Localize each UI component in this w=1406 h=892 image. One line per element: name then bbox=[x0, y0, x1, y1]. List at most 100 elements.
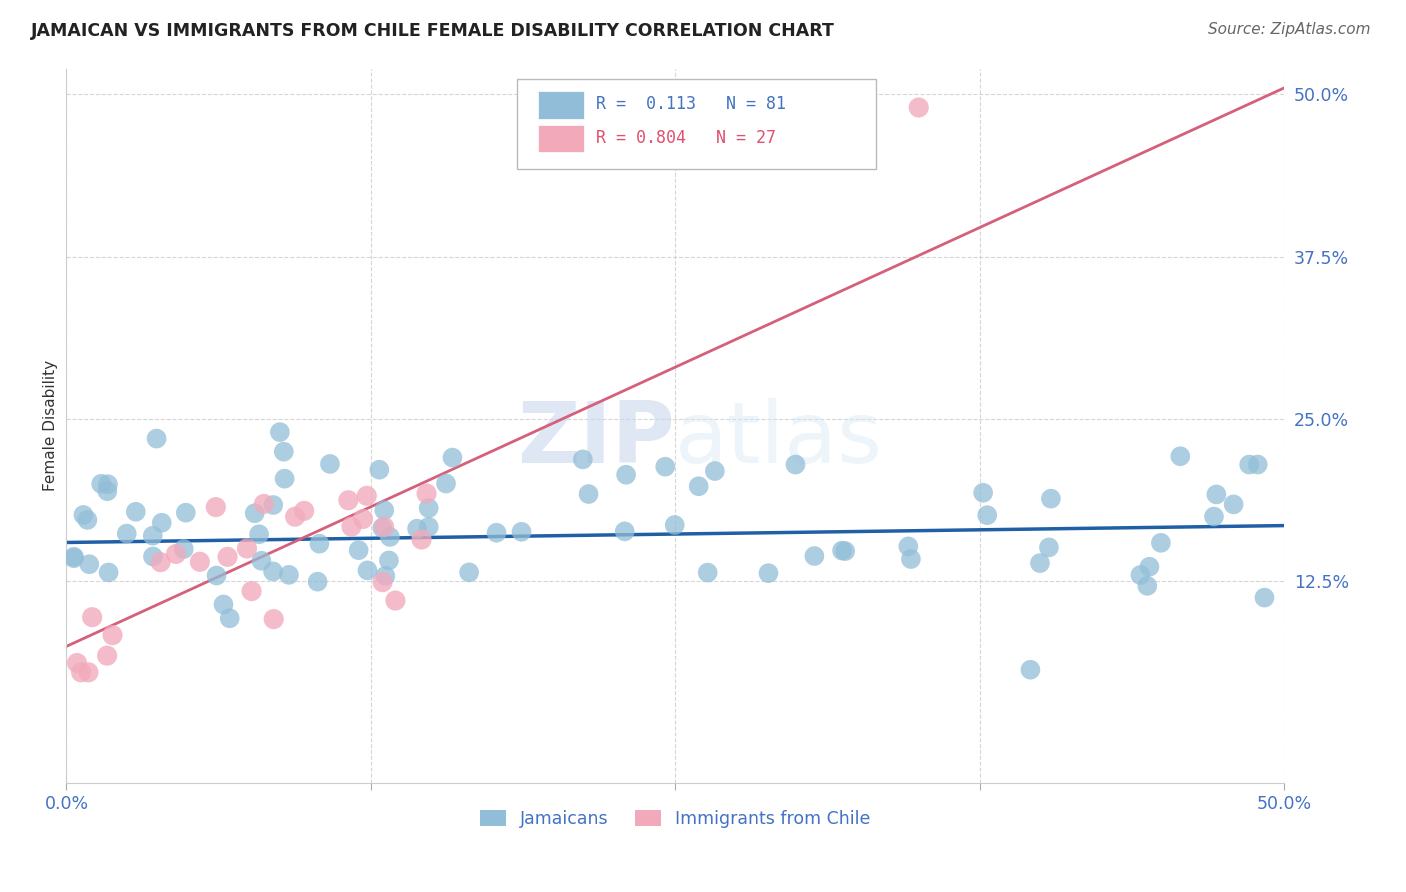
Point bbox=[785, 458, 807, 472]
Point bbox=[972, 485, 994, 500]
Point bbox=[572, 452, 595, 467]
Point bbox=[149, 555, 172, 569]
Point bbox=[82, 610, 104, 624]
Point bbox=[236, 541, 259, 556]
Point bbox=[340, 519, 363, 533]
Text: R = 0.804   N = 27: R = 0.804 N = 27 bbox=[596, 128, 776, 147]
Point bbox=[696, 566, 718, 580]
Point bbox=[77, 665, 100, 680]
Point bbox=[284, 509, 307, 524]
Point bbox=[1039, 491, 1062, 506]
Point bbox=[406, 522, 429, 536]
Y-axis label: Female Disability: Female Disability bbox=[44, 360, 58, 491]
Point bbox=[614, 467, 637, 482]
Point bbox=[63, 551, 86, 566]
Point bbox=[347, 543, 370, 558]
Point bbox=[411, 533, 433, 547]
Point bbox=[96, 648, 118, 663]
Point bbox=[703, 464, 725, 478]
Point bbox=[150, 516, 173, 530]
Point bbox=[90, 476, 112, 491]
Point bbox=[373, 520, 395, 534]
Point bbox=[1038, 541, 1060, 555]
Point bbox=[688, 479, 710, 493]
Point bbox=[165, 547, 187, 561]
Point bbox=[356, 489, 378, 503]
Point bbox=[125, 505, 148, 519]
Point bbox=[173, 542, 195, 557]
Point bbox=[374, 569, 396, 583]
Point bbox=[1019, 663, 1042, 677]
Point bbox=[278, 567, 301, 582]
Point bbox=[262, 565, 284, 579]
Point bbox=[485, 525, 508, 540]
Point bbox=[243, 506, 266, 520]
Point bbox=[174, 506, 197, 520]
Point bbox=[578, 487, 600, 501]
Point bbox=[803, 549, 825, 563]
Text: JAMAICAN VS IMMIGRANTS FROM CHILE FEMALE DISABILITY CORRELATION CHART: JAMAICAN VS IMMIGRANTS FROM CHILE FEMALE… bbox=[31, 22, 835, 40]
Point bbox=[378, 530, 401, 544]
Point bbox=[72, 508, 94, 522]
Point bbox=[247, 527, 270, 541]
Point bbox=[66, 656, 89, 670]
Point bbox=[384, 593, 406, 607]
Point bbox=[70, 665, 93, 680]
Point bbox=[97, 566, 120, 580]
Point bbox=[1222, 497, 1244, 511]
Point bbox=[900, 552, 922, 566]
Point bbox=[253, 497, 276, 511]
Point bbox=[273, 444, 295, 458]
Point bbox=[1205, 487, 1227, 501]
Point bbox=[97, 477, 120, 491]
Point bbox=[205, 568, 228, 582]
Point bbox=[834, 544, 856, 558]
Point bbox=[240, 584, 263, 599]
Point bbox=[1237, 458, 1260, 472]
Point bbox=[1247, 458, 1270, 472]
Point bbox=[378, 553, 401, 567]
Point bbox=[262, 498, 284, 512]
Point bbox=[356, 563, 378, 577]
Point bbox=[101, 628, 124, 642]
Point bbox=[145, 432, 167, 446]
Point bbox=[218, 611, 240, 625]
Point bbox=[1168, 449, 1191, 463]
Point bbox=[831, 543, 853, 558]
Point bbox=[79, 558, 101, 572]
Point bbox=[441, 450, 464, 465]
Point bbox=[758, 566, 780, 581]
Point bbox=[976, 508, 998, 523]
Point bbox=[664, 518, 686, 533]
Point bbox=[1202, 509, 1225, 524]
Point bbox=[269, 425, 291, 439]
Point bbox=[142, 529, 165, 543]
Point bbox=[1136, 579, 1159, 593]
Point bbox=[897, 540, 920, 554]
Point bbox=[510, 524, 533, 539]
Point bbox=[96, 484, 118, 499]
Point bbox=[1253, 591, 1275, 605]
Point bbox=[205, 500, 228, 514]
Point bbox=[418, 501, 440, 516]
Text: Source: ZipAtlas.com: Source: ZipAtlas.com bbox=[1208, 22, 1371, 37]
Point bbox=[368, 463, 391, 477]
Point bbox=[76, 513, 98, 527]
Point bbox=[115, 526, 138, 541]
Text: R =  0.113   N = 81: R = 0.113 N = 81 bbox=[596, 95, 786, 112]
Point bbox=[307, 574, 329, 589]
Point bbox=[1150, 536, 1173, 550]
Point bbox=[250, 554, 273, 568]
Point bbox=[907, 100, 929, 114]
Legend: Jamaicans, Immigrants from Chile: Jamaicans, Immigrants from Chile bbox=[474, 803, 877, 835]
Point bbox=[434, 476, 457, 491]
Point bbox=[337, 493, 360, 508]
Point bbox=[263, 612, 285, 626]
Point bbox=[217, 549, 239, 564]
Point bbox=[371, 575, 394, 590]
Text: ZIP: ZIP bbox=[517, 399, 675, 482]
Point bbox=[458, 566, 481, 580]
Point bbox=[352, 512, 374, 526]
Point bbox=[308, 537, 330, 551]
Point bbox=[273, 472, 295, 486]
